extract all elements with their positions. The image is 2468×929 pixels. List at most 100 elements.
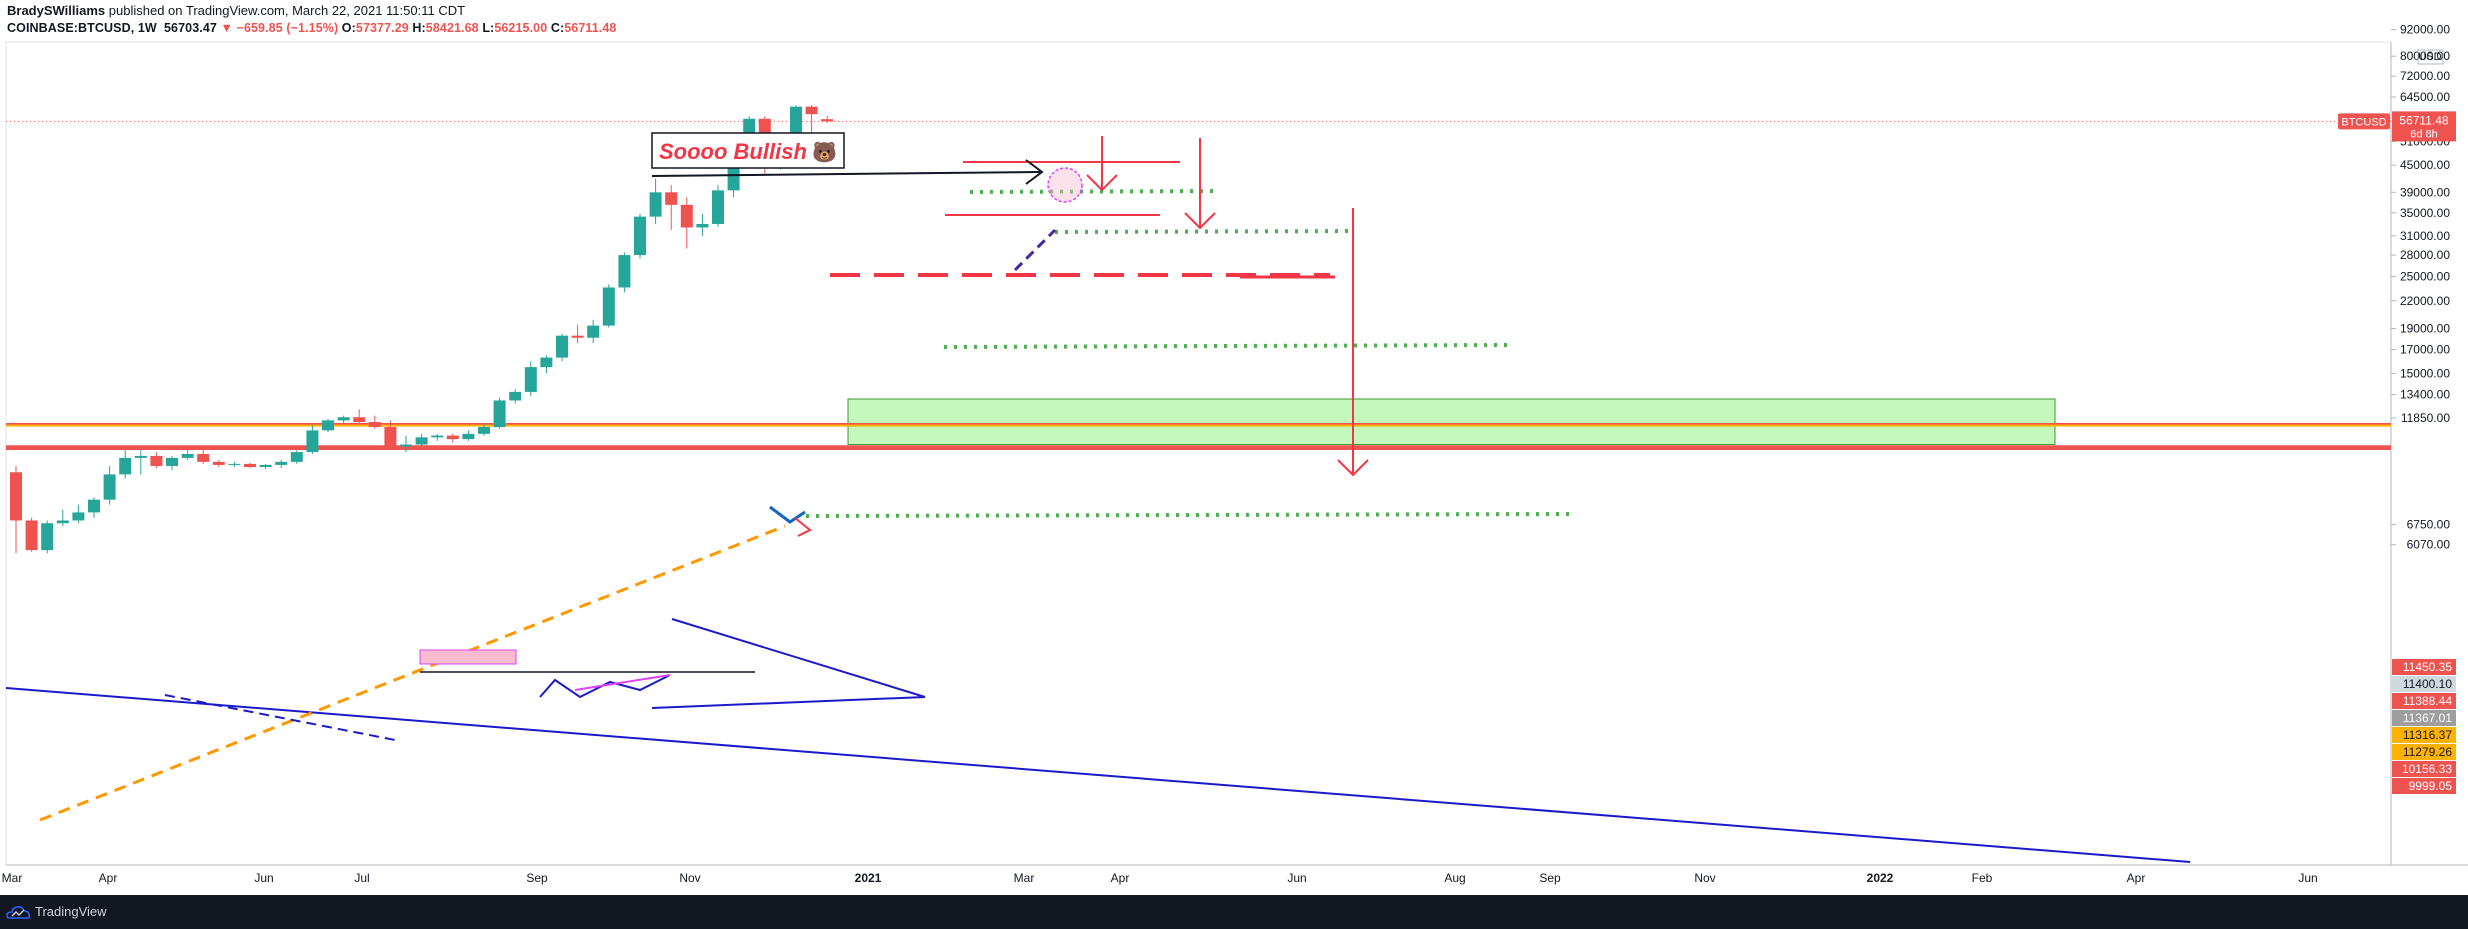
candle[interactable] [493,397,506,429]
highlight-circle[interactable] [1047,167,1083,203]
bullish-callout[interactable]: Soooo Bullish 🐻 [651,132,845,169]
open-value: 57377.29 [355,21,409,35]
candle[interactable] [415,433,428,447]
candle[interactable] [805,105,818,134]
candle[interactable] [259,463,272,470]
long-down-arrow-head [1337,459,1369,477]
candle[interactable] [446,433,459,443]
open-label: O: [341,21,356,35]
low-label: L: [482,21,495,35]
candle[interactable] [181,450,194,460]
tradingview-logo[interactable]: TradingView [6,904,107,919]
candle[interactable] [72,504,85,524]
time-tick-label: Apr [2127,871,2146,885]
long-term-trendline[interactable] [5,687,2191,863]
candle[interactable] [119,450,132,479]
time-tick-label: Nov [1694,871,1715,885]
candle[interactable] [712,185,724,227]
triangle-upper-line[interactable] [671,618,926,698]
candle[interactable] [587,319,600,344]
blue-zigzag-pattern[interactable] [539,674,671,699]
candle-body [556,335,568,358]
dotted-support-line[interactable] [805,512,1571,518]
candle[interactable] [509,389,522,404]
candle[interactable] [212,459,225,467]
time-tick-label: Feb [1972,871,1993,885]
medium-down-arrow-head [1184,212,1216,230]
line-price-label: 11367.01 [2403,711,2452,725]
close-value: 56711.48 [564,21,617,35]
line-price-box [2392,676,2456,692]
dotted-support-line[interactable] [969,189,1221,194]
candle[interactable] [306,425,319,454]
time-tick-label: Apr [99,871,118,885]
red-flag-icon[interactable] [794,517,812,537]
candle-body [166,457,178,466]
dotted-support-line[interactable] [1054,229,1356,234]
candle-body [509,391,522,401]
candle[interactable] [25,517,38,552]
candle[interactable] [680,197,693,249]
pink-trendline[interactable] [574,674,671,691]
candle-body [462,433,475,440]
candle[interactable] [88,497,100,518]
candle[interactable] [103,465,116,505]
price-tick-label: 45000.00 [2400,158,2450,172]
candle[interactable] [368,415,381,429]
price-tick-label: 35000.00 [2400,206,2450,220]
time-tick-label: Mar [1014,871,1035,885]
time-tick-label: Sep [526,871,548,885]
price-tick-label: 15000.00 [2400,366,2450,380]
candle[interactable] [618,252,631,293]
candle[interactable] [290,450,303,464]
candle[interactable] [353,409,366,424]
candle[interactable] [478,423,490,436]
candle[interactable] [337,415,350,424]
ohlc-legend: COINBASE:BTCUSD, 1W 56703.47 ▼ −659.85 (… [7,21,616,35]
candle[interactable] [571,324,584,344]
candle[interactable] [322,418,334,433]
candle[interactable] [696,213,709,236]
last-price-label: 56711.48 [2399,113,2448,127]
price-tick-label: 11850.00 [2401,411,2450,425]
candle[interactable] [400,435,412,453]
candle[interactable] [275,459,288,469]
candle[interactable] [228,461,241,467]
callout-pointer-line[interactable] [651,171,1041,177]
dotted-support-line[interactable] [943,343,1511,349]
candle[interactable] [556,333,568,362]
candle[interactable] [166,455,178,471]
candle[interactable] [649,178,662,224]
purple-dashed-line[interactable] [1013,228,1057,272]
candle[interactable] [134,450,147,475]
candle[interactable] [665,185,678,230]
candle[interactable] [10,465,22,554]
symbol-tag-box [2338,113,2390,130]
candle[interactable] [634,213,646,259]
candle[interactable] [540,355,553,374]
price-chart[interactable]: 92000.0080000.0072000.0064500.0051000.00… [0,0,2468,895]
candle[interactable] [524,361,537,397]
candle[interactable] [150,452,163,469]
blue-dashed-line[interactable] [164,694,396,741]
candle[interactable] [56,509,69,527]
blue-flag-icon[interactable] [769,505,806,524]
candle[interactable] [602,284,615,328]
triangle-lower-line[interactable] [651,696,926,709]
candle[interactable] [431,433,444,441]
candle-body [306,430,319,453]
candle[interactable] [197,450,210,464]
candle[interactable] [244,462,256,469]
candle[interactable] [821,115,834,124]
support-zone-box[interactable] [847,398,2056,446]
candle[interactable] [462,430,475,441]
price-tick-label: 25000.00 [2400,270,2450,284]
bullish-callout-box [651,132,845,169]
time-tick-label: 2022 [1867,871,1894,885]
candle[interactable] [41,520,54,554]
candle-body [88,499,100,513]
pink-pattern-box[interactable] [419,649,517,665]
bear-icon: 🐻 [812,140,837,164]
orange-dashed-trendline[interactable] [39,524,786,822]
candle[interactable] [384,420,397,449]
